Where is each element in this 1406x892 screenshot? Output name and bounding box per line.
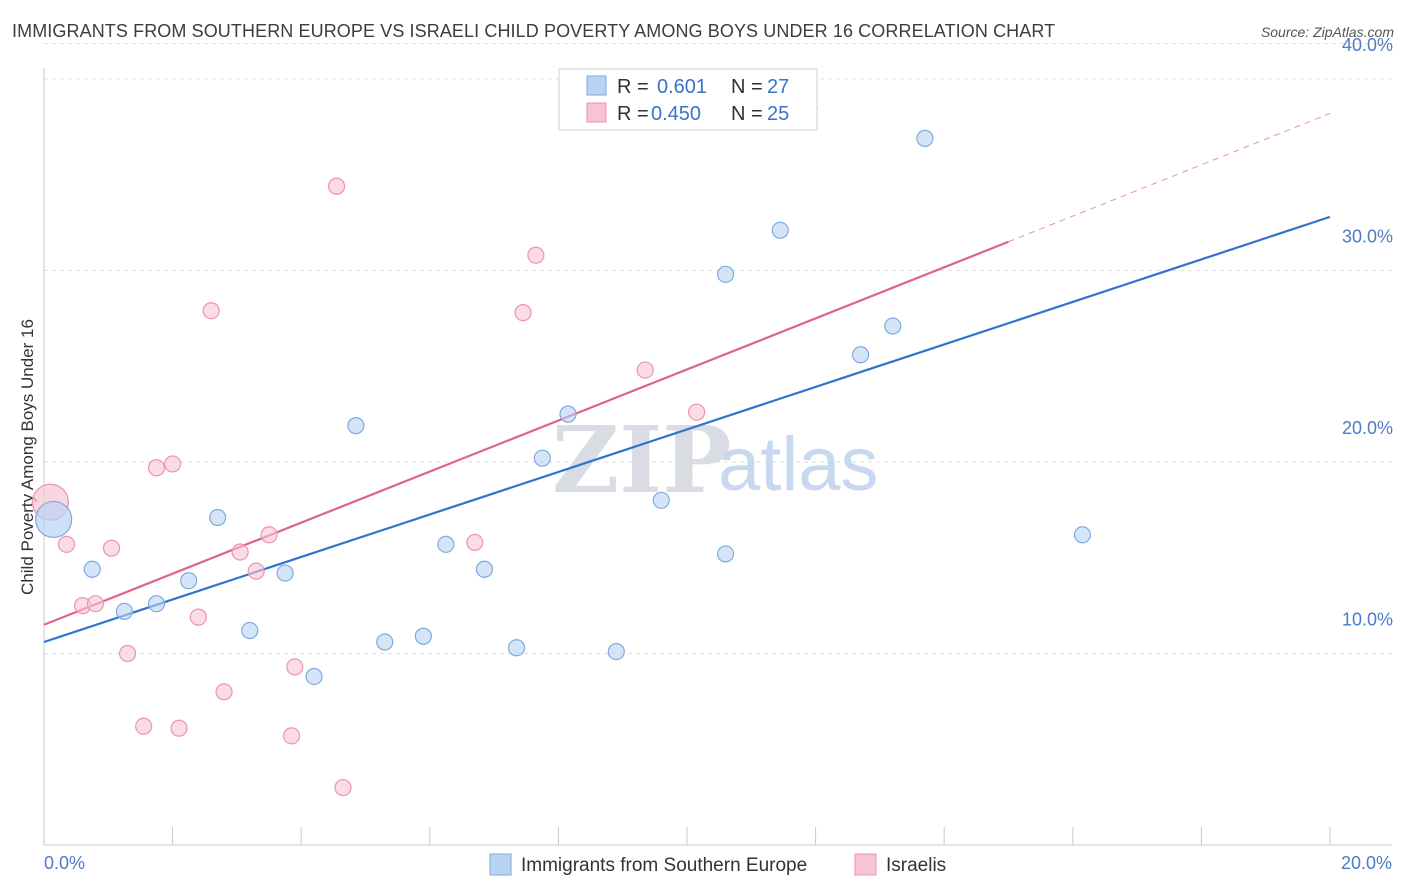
legend-swatch-pink bbox=[586, 102, 607, 123]
watermark: ZIP atlas bbox=[552, 406, 879, 514]
data-points bbox=[31, 99, 1092, 797]
legend-series-label-pink: Israelis bbox=[886, 855, 946, 876]
data-point-pink bbox=[57, 535, 76, 553]
data-point-blue bbox=[771, 221, 789, 239]
data-point-pink bbox=[118, 644, 137, 663]
legend-n-value-pink: 25 bbox=[767, 103, 789, 125]
data-point-blue bbox=[884, 317, 902, 335]
data-point-blue bbox=[916, 129, 934, 147]
data-point-blue bbox=[607, 642, 625, 661]
legend-n-label-blue: N = bbox=[731, 76, 763, 98]
data-point-blue bbox=[115, 602, 133, 620]
legend-r-label-blue: R = bbox=[617, 76, 649, 98]
trend-lines bbox=[43, 113, 1331, 644]
x-tick-label-min: 0.0% bbox=[44, 853, 85, 873]
gridlines bbox=[44, 43, 1392, 654]
data-point-blue bbox=[209, 508, 227, 527]
legend-n-value-blue: 27 bbox=[767, 76, 789, 98]
data-point-blue bbox=[652, 491, 670, 509]
data-point-blue bbox=[83, 560, 101, 578]
watermark-atlas: atlas bbox=[718, 422, 879, 507]
data-point-blue bbox=[1073, 526, 1092, 544]
chart-source: Source: ZipAtlas.com bbox=[1260, 24, 1394, 40]
data-point-pink bbox=[286, 658, 304, 676]
data-point-blue bbox=[147, 595, 166, 613]
data-point-pink bbox=[215, 683, 233, 701]
x-axis-ticks bbox=[172, 827, 1331, 845]
trend-line-blue bbox=[43, 215, 1331, 644]
data-point-pink bbox=[636, 361, 654, 379]
data-point-pink bbox=[247, 562, 265, 580]
data-point-blue bbox=[852, 346, 870, 364]
data-point-blue bbox=[508, 639, 526, 657]
data-point-blue bbox=[716, 545, 735, 563]
legend-r-label-pink: R = bbox=[617, 103, 649, 125]
data-point-blue bbox=[376, 633, 394, 651]
legend-r-value-blue: 0.601 bbox=[657, 76, 707, 98]
y-tick-labels: 10.0% 20.0% 30.0% 40.0% bbox=[1342, 35, 1393, 630]
data-point-blue bbox=[35, 500, 73, 539]
legend-series-swatch-blue bbox=[489, 853, 512, 876]
data-point-blue bbox=[241, 621, 259, 640]
legend-stats: R = 0.601 N = 27 R = 0.450 N = 25 bbox=[558, 68, 818, 131]
data-point-pink bbox=[466, 533, 484, 552]
data-point-pink bbox=[135, 717, 153, 735]
data-point-pink bbox=[86, 595, 105, 613]
data-point-pink bbox=[334, 778, 352, 797]
data-point-blue bbox=[559, 405, 577, 423]
data-point-pink bbox=[514, 304, 532, 322]
data-point-pink bbox=[202, 302, 220, 320]
y-tick-label: 10.0% bbox=[1342, 610, 1393, 630]
data-point-pink bbox=[189, 608, 207, 626]
data-point-blue bbox=[716, 265, 735, 283]
data-point-pink bbox=[327, 177, 346, 195]
data-point-pink bbox=[164, 455, 182, 473]
watermark-zip: ZIP bbox=[552, 406, 731, 514]
data-point-pink bbox=[170, 719, 188, 737]
chart-title: IMMIGRANTS FROM SOUTHERN EUROPE VS ISRAE… bbox=[12, 21, 1056, 41]
legend-r-value-pink: 0.450 bbox=[651, 103, 701, 125]
trend-line-pink-extension bbox=[1008, 113, 1331, 243]
data-point-pink bbox=[260, 526, 278, 544]
data-point-blue bbox=[533, 449, 551, 467]
legend-n-label-pink: N = bbox=[731, 103, 763, 125]
data-point-blue bbox=[276, 564, 294, 582]
data-point-pink bbox=[282, 727, 301, 745]
trend-line-pink bbox=[43, 240, 1009, 626]
x-tick-label-max: 20.0% bbox=[1341, 853, 1392, 873]
data-point-blue bbox=[305, 667, 323, 686]
data-point-pink bbox=[231, 543, 249, 561]
legend-series-swatch-pink bbox=[854, 853, 877, 876]
y-tick-label: 20.0% bbox=[1342, 418, 1393, 438]
y-tick-label: 30.0% bbox=[1342, 227, 1393, 247]
data-point-pink bbox=[527, 246, 545, 264]
data-point-pink bbox=[147, 459, 166, 477]
legend-series: Immigrants from Southern Europe Israelis bbox=[489, 853, 946, 876]
data-point-blue bbox=[475, 560, 494, 578]
legend-swatch-blue bbox=[586, 75, 607, 96]
y-axis-title: Child Poverty Among Boys Under 16 bbox=[18, 319, 37, 595]
data-point-blue bbox=[437, 535, 455, 553]
data-point-pink bbox=[102, 539, 121, 557]
data-point-blue bbox=[414, 627, 432, 645]
data-point-blue bbox=[347, 417, 365, 435]
data-point-blue bbox=[180, 572, 198, 590]
data-point-pink bbox=[688, 403, 706, 421]
legend-series-label-blue: Immigrants from Southern Europe bbox=[521, 855, 807, 876]
y-tick-label: 40.0% bbox=[1342, 35, 1393, 55]
